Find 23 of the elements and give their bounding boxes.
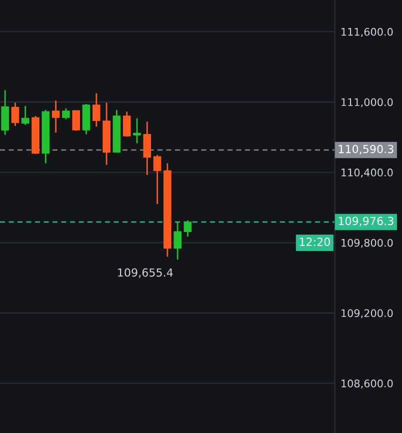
y-tick-label: 109,200.0: [342, 309, 393, 318]
candlestick: [174, 220, 182, 260]
annotation: 12:20: [300, 238, 330, 246]
candlestick: [11, 102, 20, 127]
candlestick: [1, 90, 9, 136]
candlestick: [62, 108, 70, 120]
y-tick-label: 111,000.0: [342, 98, 393, 108]
y-tick-label: 108,600.0: [342, 380, 393, 388]
candlestick: [21, 105, 30, 126]
y-tick-label: 109,800.0: [342, 238, 393, 248]
annotation: 109,655.4: [118, 268, 173, 278]
candlestick: [133, 118, 141, 144]
ref-line-label: 110,590.3: [338, 144, 394, 154]
candlestick: [143, 120, 152, 176]
candlestick: [72, 110, 80, 132]
candlestick: [52, 100, 60, 134]
candlestick: [122, 110, 131, 138]
ref-line-label: 109,976.3: [338, 216, 394, 226]
candlestick: [153, 154, 162, 205]
y-tick-label: 111,600.0: [342, 28, 393, 37]
candlestick: [184, 220, 192, 238]
y-tick-label: 110,400.0: [342, 168, 393, 178]
candlestick: [92, 92, 100, 128]
